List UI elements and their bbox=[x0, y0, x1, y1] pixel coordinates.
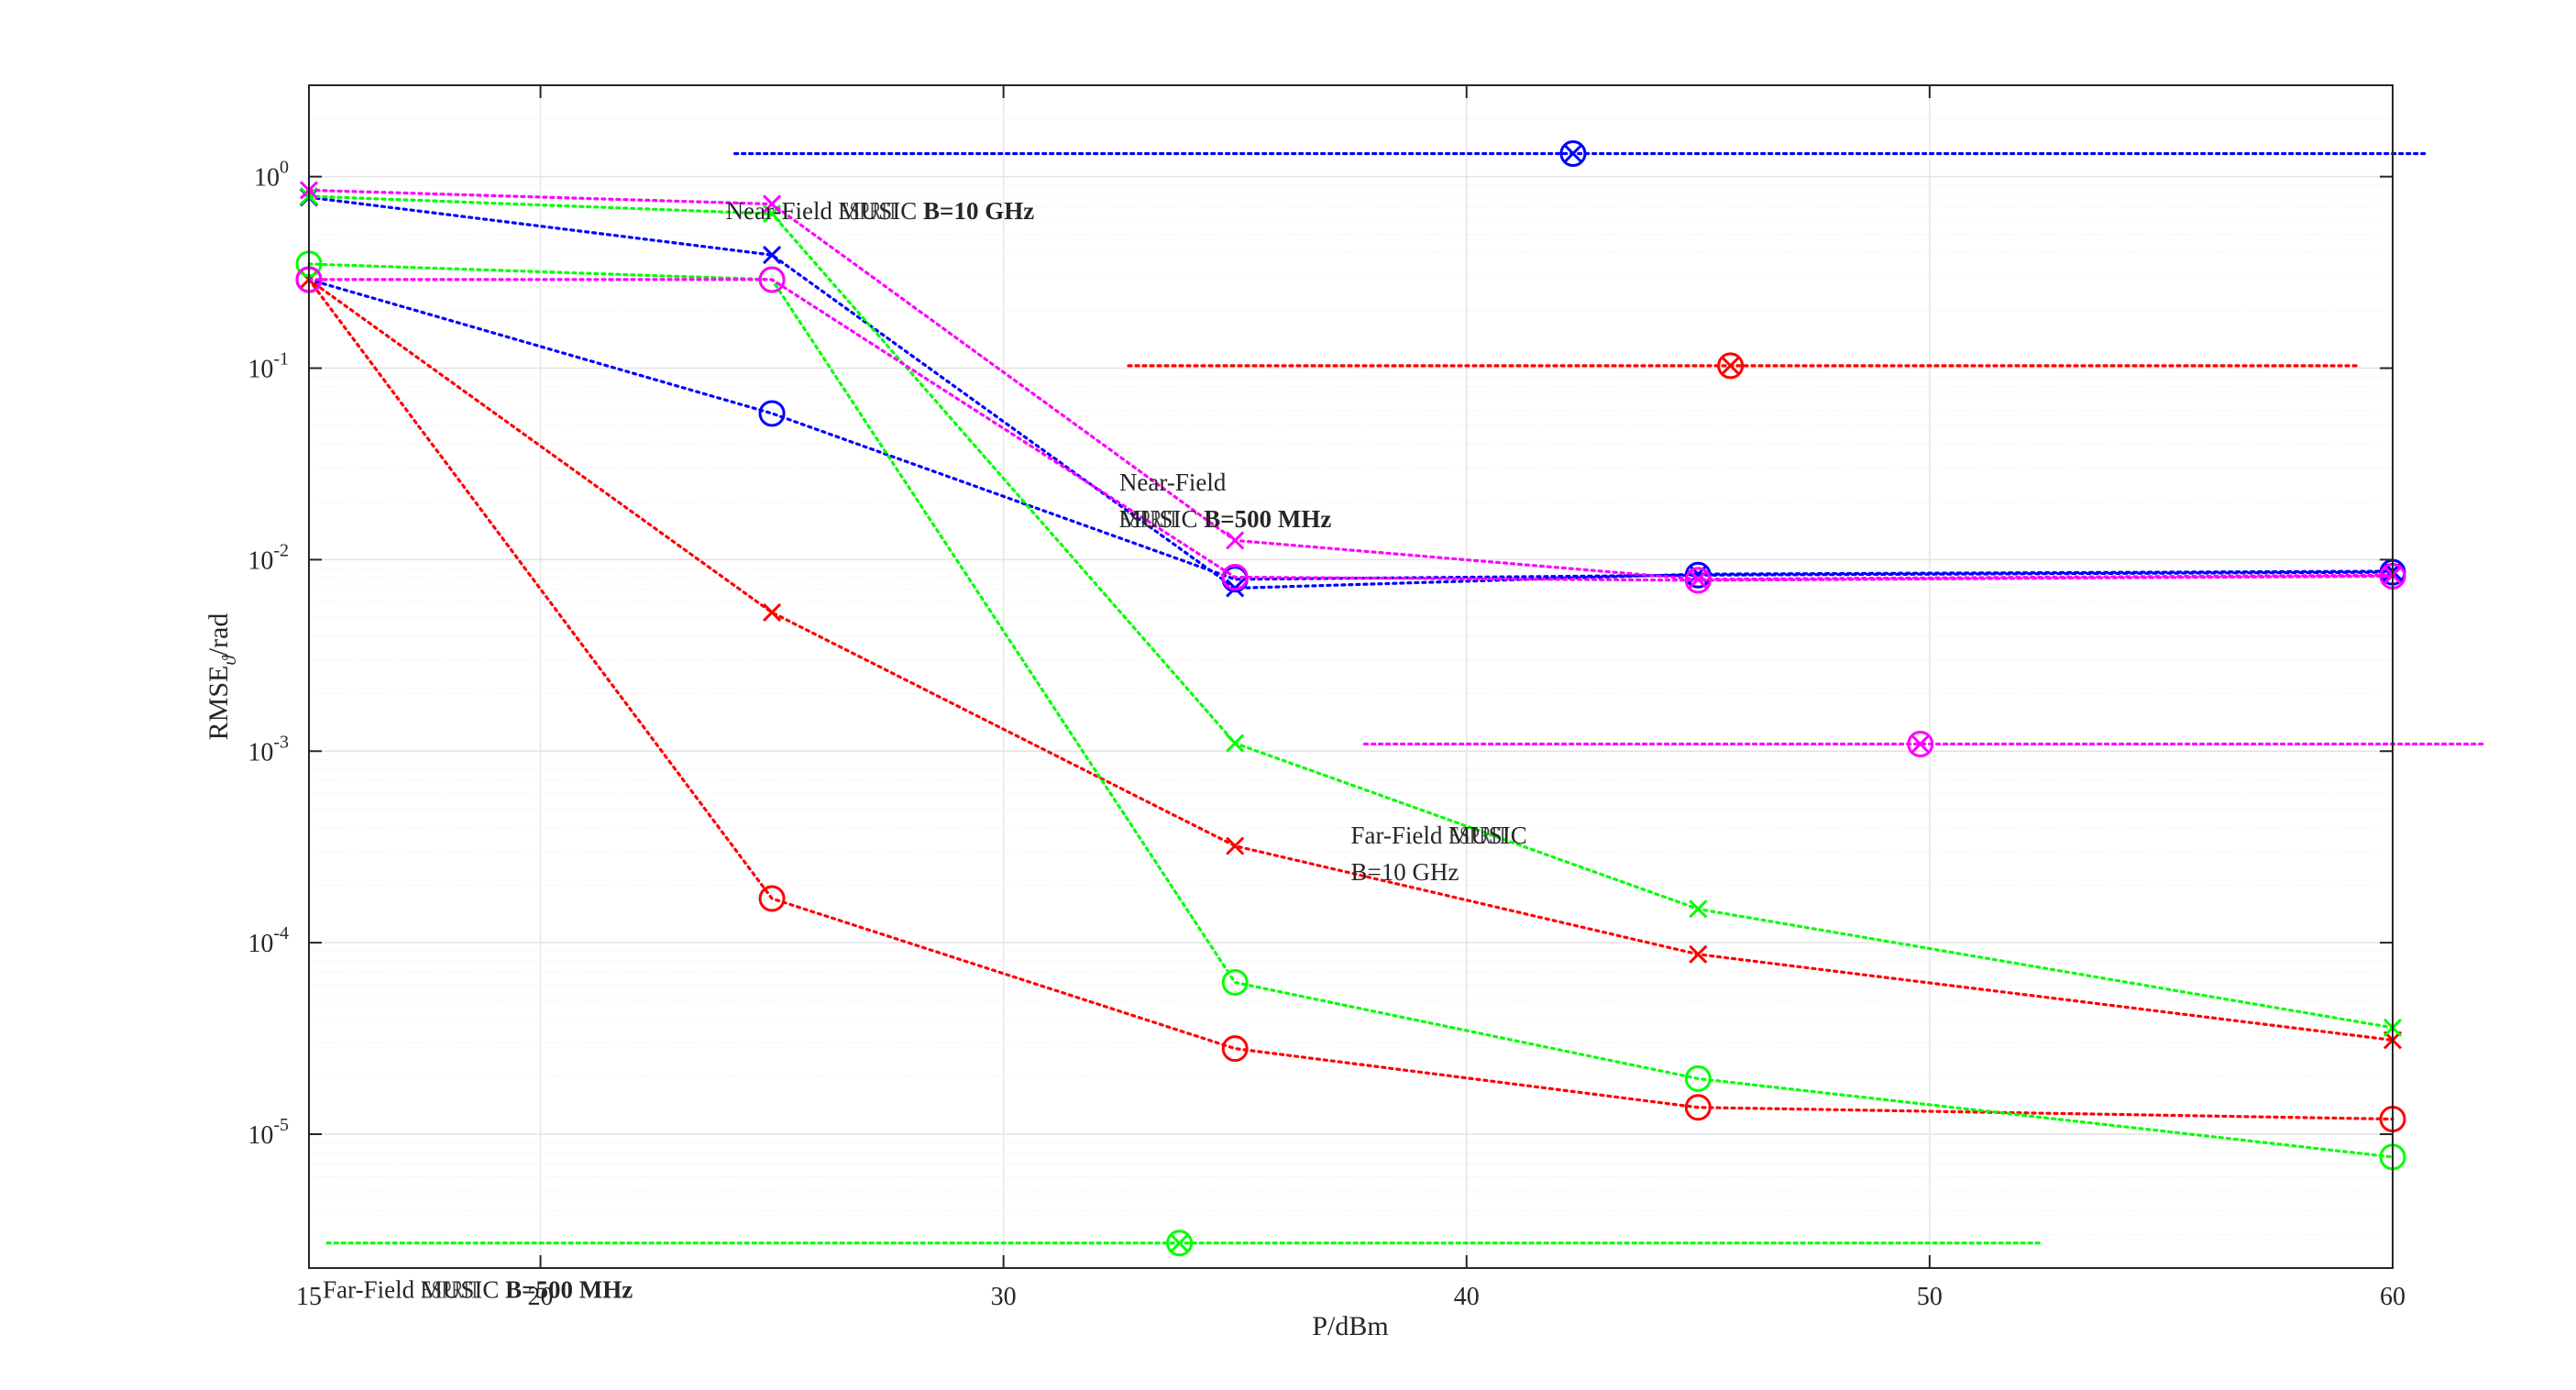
x-tick-label: 30 bbox=[991, 1283, 1017, 1311]
marker-circle bbox=[1221, 968, 1249, 996]
x-tick-label: 15 bbox=[296, 1283, 322, 1311]
marker-circle bbox=[1559, 139, 1587, 167]
marker-x bbox=[1910, 734, 1930, 754]
series-line bbox=[307, 188, 2394, 581]
data-series bbox=[295, 266, 2406, 594]
annotation-text: Far-Field MUSIC B=500 MHz bbox=[323, 1275, 633, 1303]
marker-circle bbox=[758, 266, 786, 293]
data-series bbox=[295, 250, 2406, 1171]
y-tick-label: 10-2 bbox=[248, 540, 289, 575]
y-tick-label: 10-4 bbox=[248, 923, 289, 958]
series-line bbox=[307, 278, 2394, 581]
marker-x bbox=[1689, 899, 1708, 919]
marker-x bbox=[763, 194, 782, 214]
y-axis-label: RMSEϑ/rad bbox=[204, 613, 240, 741]
axes-box bbox=[308, 84, 2394, 1269]
series-layer bbox=[295, 181, 2406, 1171]
annotation-overlay-text: Near-Field ESPRIT bbox=[726, 197, 899, 225]
series-line bbox=[307, 278, 2394, 1121]
marker-x bbox=[1170, 1233, 1189, 1252]
marker-circle bbox=[758, 400, 786, 427]
data-series bbox=[299, 188, 2403, 598]
data-series bbox=[299, 186, 2403, 1037]
reference-line bbox=[325, 1230, 2042, 1257]
annotation-overlay-text: Far-Field ESPRIT bbox=[323, 1275, 480, 1303]
annotation-text: B=10 GHz bbox=[1351, 858, 1459, 886]
marker-x bbox=[1689, 944, 1708, 964]
y-tick-label: 100 bbox=[254, 158, 289, 193]
marker-circle bbox=[1166, 1230, 1194, 1257]
series-line bbox=[307, 278, 2394, 582]
marker-circle bbox=[1221, 564, 1249, 591]
marker-circle bbox=[758, 885, 786, 912]
data-series bbox=[295, 266, 2406, 593]
marker-x bbox=[1689, 569, 1708, 589]
annotation-text: Near-Field bbox=[1119, 469, 1227, 496]
data-series bbox=[299, 181, 2403, 589]
series-line bbox=[307, 194, 2394, 1030]
marker-circle bbox=[1684, 1065, 1712, 1092]
y-tick-label: 10-1 bbox=[248, 349, 289, 384]
axis-ticks: 15 20 30 40 50 60 100 10-1 10-2 10-3 10-4 10-5 bbox=[248, 85, 2405, 1311]
annotation-text: MUSIC B=500 MHz bbox=[1119, 505, 1331, 533]
annotation-text: Far-Field MUSIC bbox=[1351, 822, 1527, 849]
grid bbox=[308, 84, 2394, 1269]
x-tick-label: 60 bbox=[2380, 1283, 2405, 1311]
y-tick-label: 10-3 bbox=[248, 732, 289, 767]
series-line bbox=[307, 195, 2394, 590]
marker-x bbox=[1721, 356, 1740, 375]
reference-line bbox=[1363, 730, 2487, 757]
reference-lines bbox=[325, 139, 2487, 1257]
marker-x bbox=[763, 246, 782, 265]
annotation-text: Near-Field MUSIC B=10 GHz bbox=[726, 197, 1035, 225]
marker-circle bbox=[1907, 730, 1934, 757]
x-tick-label: 50 bbox=[1917, 1283, 1943, 1311]
marker-x bbox=[763, 602, 782, 623]
reference-line bbox=[733, 139, 2427, 167]
reference-line bbox=[1127, 352, 2362, 380]
series-line bbox=[307, 262, 2394, 1159]
annotation-overlay-text: ESPRIT bbox=[1119, 505, 1179, 533]
annotation-overlay-text: Far-Field ESPRIT bbox=[1351, 822, 1509, 849]
marker-x bbox=[1226, 836, 1245, 855]
marker-x bbox=[1226, 734, 1245, 753]
x-tick-label: 40 bbox=[1454, 1283, 1480, 1311]
marker-circle bbox=[1221, 1035, 1249, 1063]
marker-x bbox=[1563, 144, 1583, 163]
marker-x bbox=[1226, 531, 1245, 550]
marker-circle bbox=[1684, 1094, 1712, 1121]
y-tick-label: 10-5 bbox=[248, 1115, 289, 1150]
x-axis-label: P/dBm bbox=[1312, 1311, 1388, 1341]
marker-circle bbox=[1717, 352, 1745, 380]
x-tick-label: 20 bbox=[528, 1283, 554, 1311]
